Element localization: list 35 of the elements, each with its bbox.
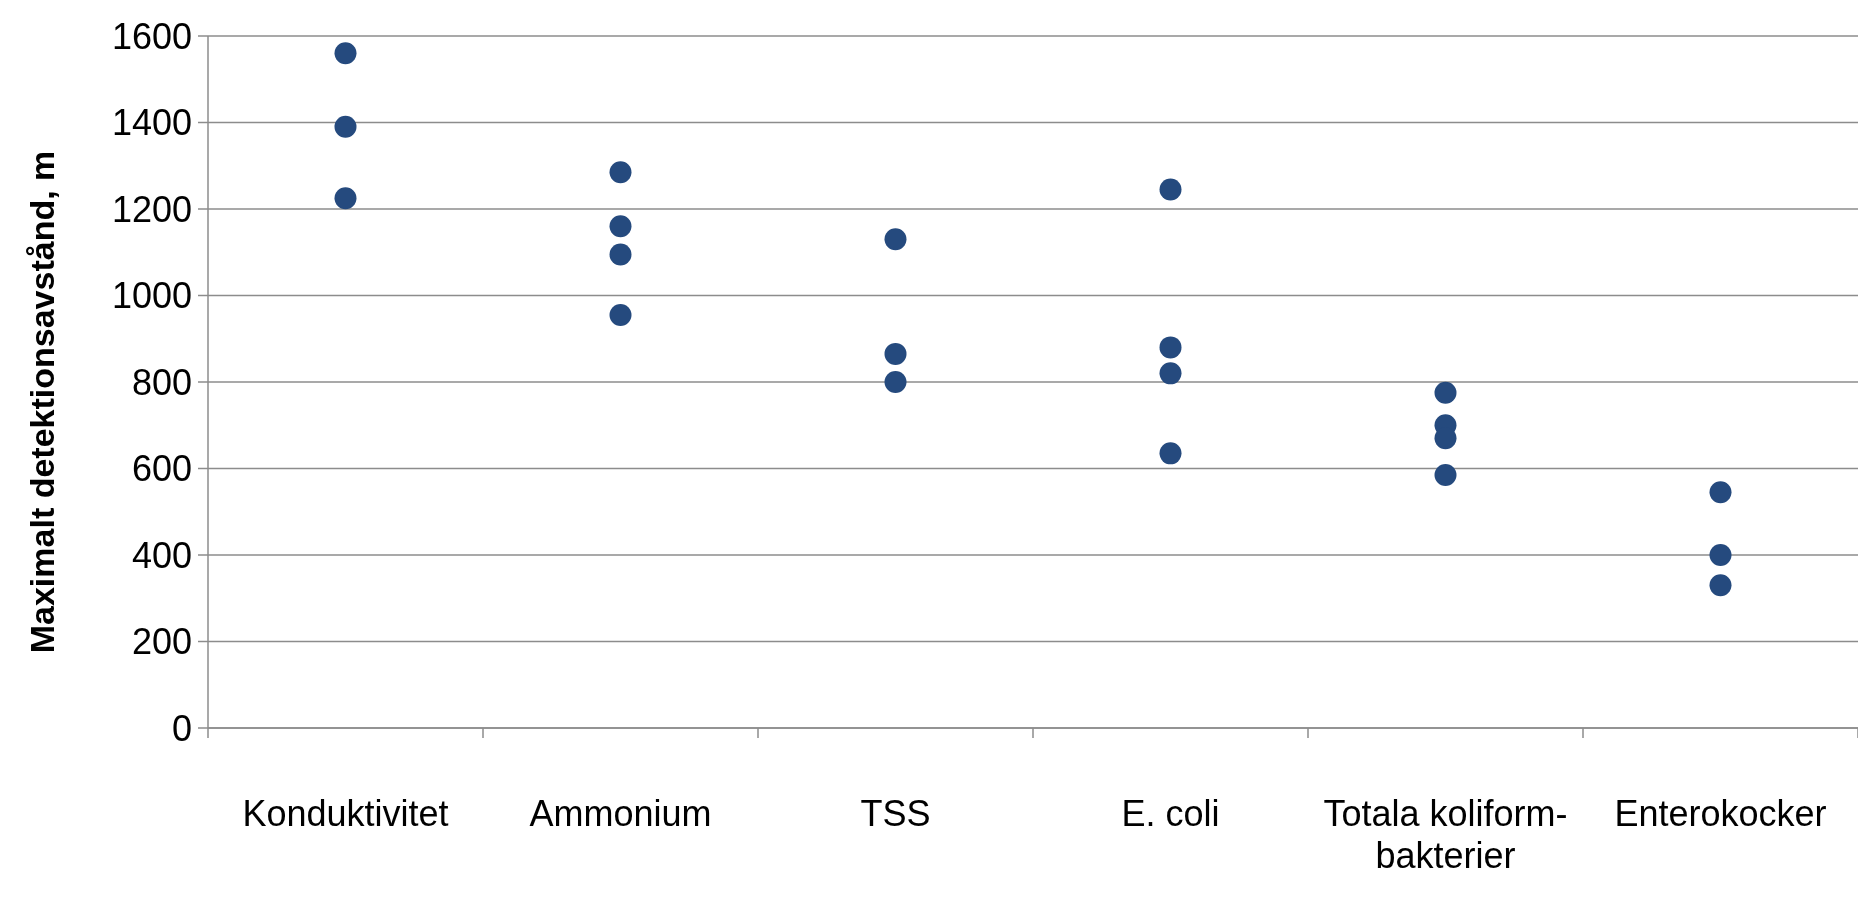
point [1159, 442, 1182, 465]
x-tick-label: TSS [860, 793, 931, 834]
point [1709, 544, 1732, 566]
x-tick-label: Enterokocker [1614, 793, 1827, 834]
y-tick-label: 800 [131, 361, 192, 403]
point [1159, 336, 1182, 359]
x-tick-label: Ammonium [529, 793, 712, 834]
x-tick-label: Konduktivitet [242, 793, 449, 834]
point [1709, 574, 1732, 597]
y-axis-title: Maximalt detektionsavstånd, m [23, 150, 61, 654]
x-tick-label: Totala koliform-bakterier [1323, 793, 1568, 876]
point [609, 215, 632, 238]
point [884, 371, 907, 393]
point [884, 228, 907, 251]
y-tick-label: 1000 [111, 275, 192, 317]
point [1709, 481, 1732, 504]
point [1434, 463, 1457, 486]
point [609, 243, 632, 266]
y-tick-label: 1400 [111, 102, 192, 144]
y-tick-label: 0 [171, 707, 192, 749]
x-tick-label: E. coli [1121, 793, 1220, 834]
point [334, 115, 357, 138]
point [1434, 381, 1457, 404]
point [334, 187, 357, 210]
y-tick-label: 600 [131, 448, 192, 490]
y-tick-label: 1200 [111, 188, 192, 230]
y-tick-label: 1600 [111, 15, 192, 57]
y-tick-label: 200 [131, 621, 192, 663]
point [609, 161, 632, 184]
point [609, 303, 632, 326]
point [1159, 178, 1182, 201]
point [884, 342, 907, 365]
y-tick-label: 400 [131, 534, 192, 576]
point [334, 42, 357, 65]
point [1159, 362, 1182, 385]
